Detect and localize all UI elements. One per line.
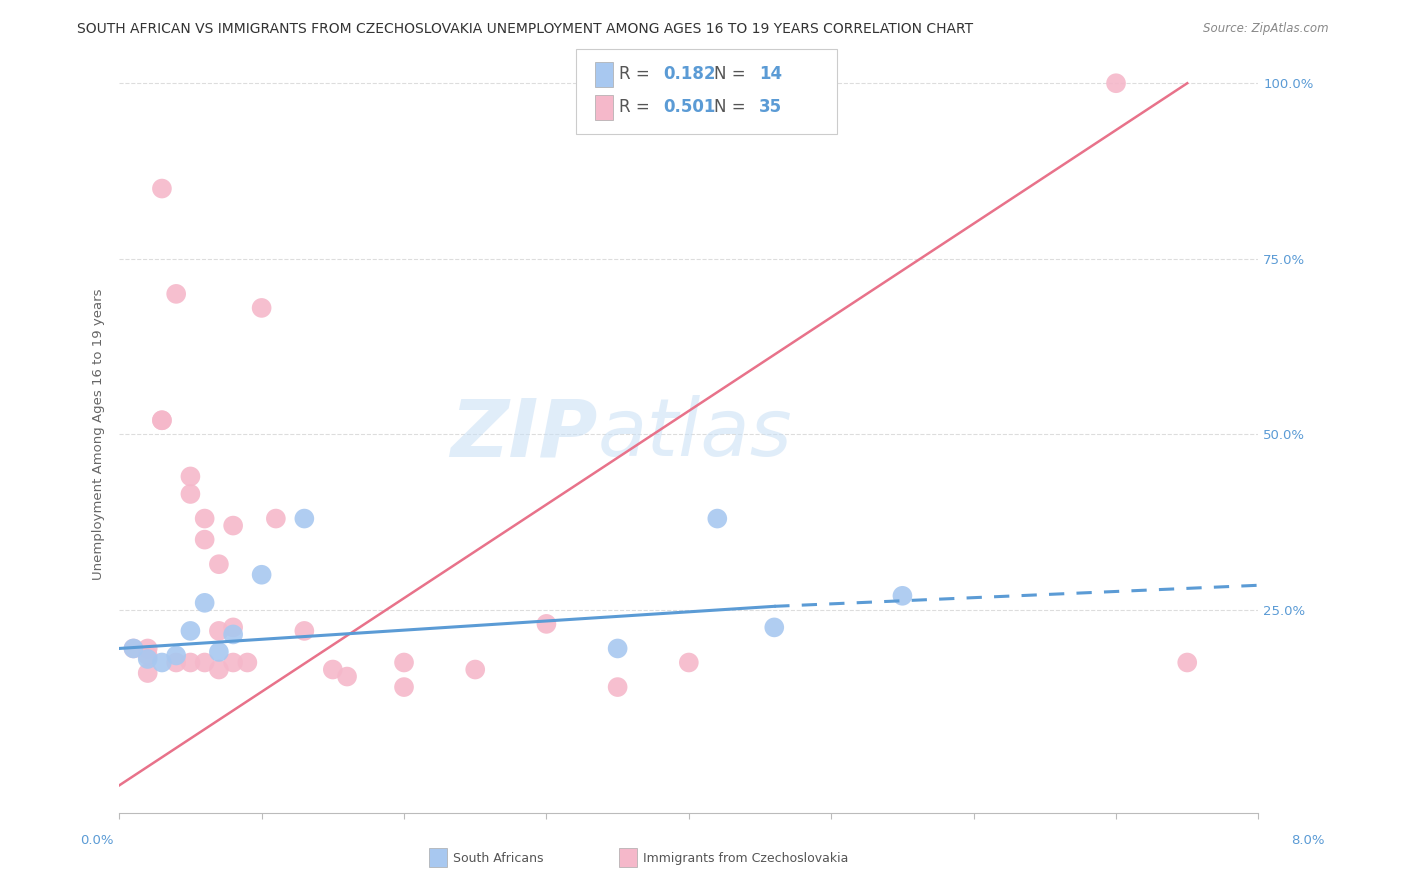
Point xyxy=(1105,76,1128,90)
Text: N =: N = xyxy=(714,65,751,83)
Point xyxy=(1175,656,1198,670)
Point xyxy=(179,656,201,670)
Point xyxy=(222,627,245,641)
Point xyxy=(292,624,315,638)
Point xyxy=(179,487,201,501)
Point xyxy=(165,656,187,670)
Text: 35: 35 xyxy=(759,98,782,116)
Point xyxy=(136,666,159,681)
Point xyxy=(222,620,245,634)
Point xyxy=(606,680,628,694)
Point xyxy=(136,648,159,663)
Point xyxy=(150,181,173,195)
Point xyxy=(122,641,145,656)
Point xyxy=(150,656,173,670)
Point xyxy=(678,656,700,670)
Point xyxy=(264,511,287,525)
Point xyxy=(292,511,315,525)
Text: SOUTH AFRICAN VS IMMIGRANTS FROM CZECHOSLOVAKIA UNEMPLOYMENT AMONG AGES 16 TO 19: SOUTH AFRICAN VS IMMIGRANTS FROM CZECHOS… xyxy=(77,22,973,37)
Point xyxy=(336,669,359,683)
Text: South Africans: South Africans xyxy=(453,852,543,864)
Point xyxy=(606,641,628,656)
Point xyxy=(322,663,344,677)
Y-axis label: Unemployment Among Ages 16 to 19 years: Unemployment Among Ages 16 to 19 years xyxy=(93,288,105,580)
Point xyxy=(122,641,145,656)
Text: R =: R = xyxy=(619,65,655,83)
Point xyxy=(136,652,159,666)
Text: ZIP: ZIP xyxy=(450,395,598,474)
Point xyxy=(165,286,187,301)
Point xyxy=(222,518,245,533)
Point xyxy=(250,301,273,315)
Point xyxy=(250,567,273,582)
Point xyxy=(536,616,558,631)
Point xyxy=(891,589,914,603)
Point xyxy=(194,596,217,610)
Point xyxy=(236,656,259,670)
Text: atlas: atlas xyxy=(598,395,793,474)
Point xyxy=(136,641,159,656)
Point xyxy=(222,656,245,670)
Point xyxy=(208,663,231,677)
Text: 0.182: 0.182 xyxy=(664,65,716,83)
Point xyxy=(150,413,173,427)
Point xyxy=(392,656,415,670)
Text: N =: N = xyxy=(714,98,751,116)
Text: 8.0%: 8.0% xyxy=(1291,834,1324,847)
Text: Immigrants from Czechoslovakia: Immigrants from Czechoslovakia xyxy=(643,852,848,864)
Point xyxy=(208,624,231,638)
Text: 0.0%: 0.0% xyxy=(80,834,114,847)
Point xyxy=(179,469,201,483)
Text: R =: R = xyxy=(619,98,655,116)
Point xyxy=(464,663,486,677)
Point xyxy=(208,558,231,572)
Point xyxy=(194,511,217,525)
Point xyxy=(150,413,173,427)
Point xyxy=(165,648,187,663)
Point xyxy=(179,624,201,638)
Text: 14: 14 xyxy=(759,65,782,83)
Point xyxy=(763,620,786,634)
Text: Source: ZipAtlas.com: Source: ZipAtlas.com xyxy=(1204,22,1329,36)
Point xyxy=(194,533,217,547)
Text: 0.501: 0.501 xyxy=(664,98,716,116)
Point xyxy=(208,645,231,659)
Point xyxy=(392,680,415,694)
Point xyxy=(194,656,217,670)
Point xyxy=(706,511,728,525)
